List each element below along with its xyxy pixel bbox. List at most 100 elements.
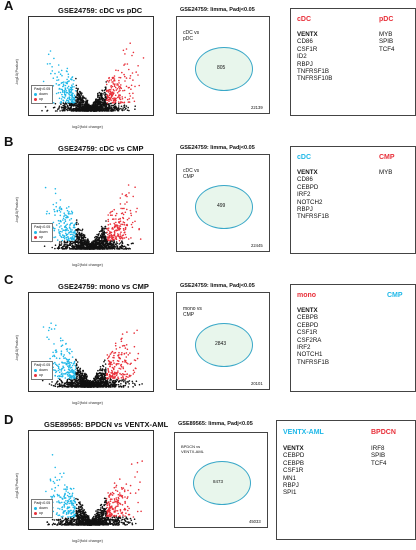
volcano-point [113,238,115,240]
panel-letter: B [4,134,14,149]
volcano-point [63,97,66,99]
volcano-point [58,246,60,248]
volcano-point [64,244,67,246]
volcano-point [76,375,79,377]
volcano-point [123,380,125,383]
volcano-point [81,245,84,247]
volcano-point [125,360,127,362]
volcano-point [84,384,86,386]
legend-title: Padj<0.05 [34,225,51,229]
volcano-point [115,364,118,366]
volcano-point [121,360,124,363]
volcano-point [71,76,74,78]
volcano-point [79,370,82,372]
volcano-point [63,106,65,109]
volcano-point [92,380,94,382]
volcano-point [68,519,70,521]
volcano-point [87,103,90,106]
volcano-point [104,374,107,377]
volcano-point [83,376,85,378]
volcano-point [62,362,64,364]
volcano-point [59,214,62,217]
volcano-point [111,374,114,377]
volcano-point [114,83,116,85]
volcano-point [59,199,62,201]
volcano-plot: Padj<0.05 down up [28,16,154,116]
volcano-point [53,482,56,484]
volcano-point [95,510,97,512]
volcano-point [65,513,68,515]
volcano-point [69,248,71,250]
volcano-point [66,350,69,352]
volcano-point [95,100,98,102]
volcano-point [87,241,90,244]
volcano-point [80,375,83,377]
volcano-point [57,369,60,372]
right-gene-list: MYB SPIB TCF4 [379,31,395,53]
volcano-point [80,101,82,104]
volcano-point [115,243,117,245]
volcano-point [111,227,114,229]
volcano-point [109,365,111,368]
volcano-point [98,91,101,94]
volcano-point [121,352,123,354]
volcano-point [53,354,55,357]
volcano-point [58,222,60,225]
volcano-point [73,373,76,375]
volcano-point [75,107,78,109]
volcano-point [79,367,82,370]
volcano-point [60,345,63,347]
volcano-plot: Padj<0.05 down up [28,154,154,254]
volcano-point [111,363,113,366]
volcano-point [101,101,104,104]
volcano-point [128,380,131,382]
volcano-svg [41,184,142,250]
panel-letter: C [4,272,14,287]
volcano-point [73,369,75,372]
volcano-point [55,349,57,351]
volcano-point [50,384,53,386]
volcano-point [121,109,124,112]
volcano-point [67,362,69,364]
volcano-point [56,210,59,213]
volcano-point [69,385,72,387]
volcano-point [63,373,65,375]
volcano-point [86,375,88,377]
volcano-point [101,507,104,509]
volcano-point [61,90,64,92]
volcano-point [68,206,70,208]
volcano-point [108,110,110,112]
volcano-point [102,243,105,246]
volcano-point [123,245,126,248]
volcano-point [117,218,120,221]
volcano-point [76,93,78,95]
volcano-point [74,226,76,229]
volcano-point [106,94,109,97]
volcano-point [101,110,103,112]
volcano-point [69,352,71,355]
volcano-point [115,235,117,238]
volcano-point [69,348,71,350]
volcano-point [124,203,126,205]
volcano-point [98,382,101,385]
volcano-point [121,379,123,381]
volcano-point [121,234,124,237]
volcano-point [119,227,122,230]
volcano-point [94,109,96,112]
volcano-point [69,108,72,110]
volcano-point [112,243,114,245]
volcano-point [99,372,102,375]
volcano-point [142,57,145,59]
legend-up: up [34,373,50,378]
volcano-point [116,359,119,362]
volcano-point [89,382,92,385]
volcano-point [115,246,117,248]
volcano-point [72,381,74,384]
volcano-point [104,245,106,247]
volcano-point [77,223,79,225]
volcano-point [41,109,43,112]
volcano-point [99,384,102,387]
volcano-point [77,248,80,250]
method-title: GSE24759: limma, Padj<0.05 [180,7,255,13]
volcano-point [110,384,113,386]
